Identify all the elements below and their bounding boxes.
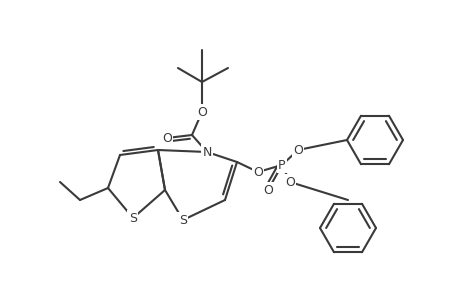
Text: O: O	[285, 176, 294, 188]
Text: O: O	[292, 143, 302, 157]
Text: O: O	[263, 184, 272, 196]
Text: N: N	[202, 146, 211, 158]
Text: O: O	[252, 166, 263, 178]
Text: O: O	[196, 106, 207, 118]
Text: S: S	[129, 212, 137, 224]
Text: P: P	[278, 158, 285, 172]
Text: O: O	[162, 131, 172, 145]
Text: S: S	[179, 214, 187, 226]
